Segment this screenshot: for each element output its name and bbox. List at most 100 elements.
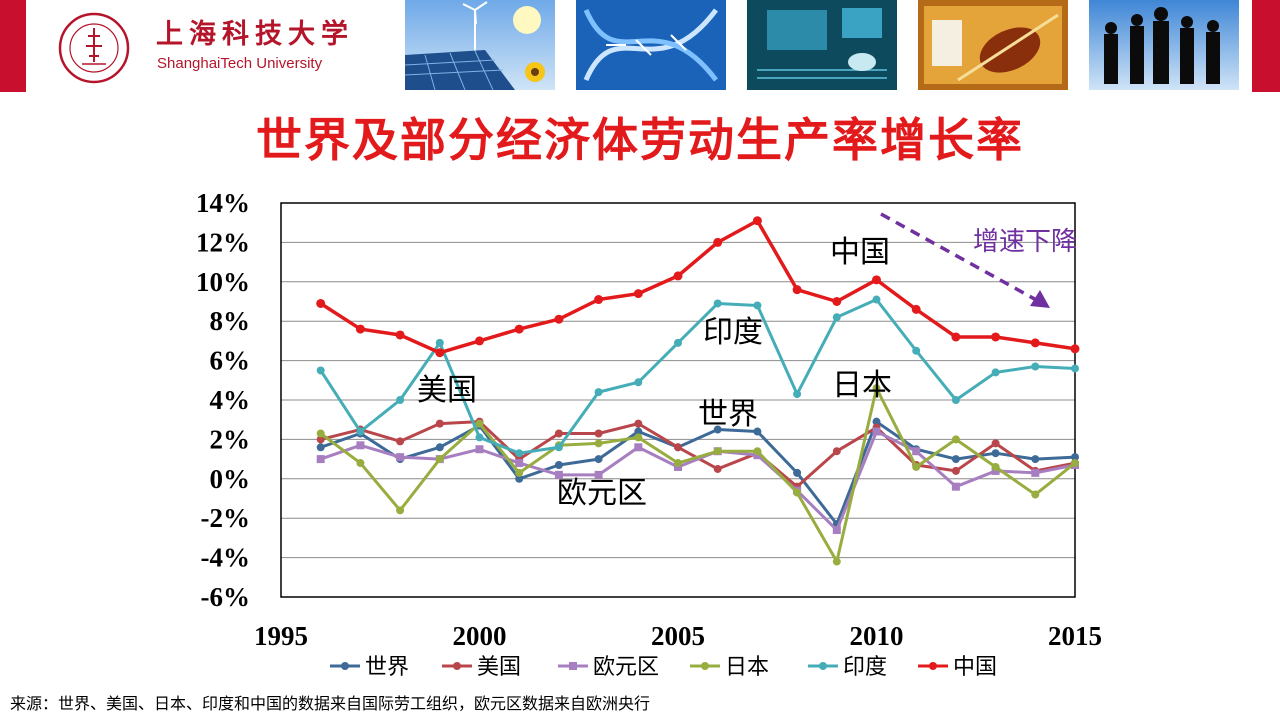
annotation-label: 中国	[830, 235, 890, 270]
data-point	[951, 396, 960, 404]
source-note: 来源：世界、美国、日本、印度和中国的数据来自国际劳工组织，欧元区数据来自欧洲央行	[10, 694, 651, 713]
legend-label: 中国	[953, 655, 997, 680]
data-point	[832, 557, 841, 566]
productivity-growth-chart: -6% -4% -2% 0% 2% 4% 6% 8% 10% 12% 14% 1995 2000 2005…	[196, 188, 1102, 680]
data-point	[355, 324, 365, 334]
header-right-accent	[1252, 0, 1280, 92]
data-point	[356, 459, 365, 468]
legend-marker	[453, 662, 461, 670]
series-日本	[316, 384, 1079, 566]
trend-arrowhead-icon	[1030, 290, 1050, 308]
data-point	[594, 455, 603, 464]
data-point	[435, 455, 444, 464]
data-point	[634, 427, 643, 436]
data-point	[515, 474, 524, 483]
series-line	[320, 430, 1076, 532]
x-tick-label: 2000	[453, 621, 507, 651]
data-point	[753, 447, 762, 456]
y-tick-label: 8%	[210, 306, 251, 336]
series-line	[319, 386, 1076, 564]
y-tick-label: 10%	[196, 267, 250, 297]
data-point	[872, 384, 881, 393]
data-point	[1071, 453, 1079, 462]
legend-label: 世界	[365, 655, 409, 680]
data-point	[594, 429, 603, 438]
data-point	[832, 313, 841, 322]
legend-label: 日本	[725, 655, 769, 680]
legend-marker	[701, 662, 709, 670]
trend-arrow-line	[880, 212, 1041, 304]
series-line	[319, 298, 1076, 455]
annotation-label: 欧元区	[557, 476, 647, 511]
header-left-accent	[0, 0, 26, 92]
data-point	[991, 439, 1000, 448]
y-tick-label: 6%	[210, 346, 251, 376]
data-point	[674, 338, 682, 347]
data-point	[514, 324, 524, 334]
data-point	[793, 468, 802, 477]
annotation-label: 美国	[417, 373, 477, 408]
data-point	[872, 417, 881, 426]
data-point	[554, 314, 564, 324]
data-point	[475, 336, 484, 346]
plot-frame	[280, 202, 1076, 598]
data-point	[912, 447, 921, 456]
banner-wind-solar-image	[405, 0, 555, 90]
data-point	[316, 455, 325, 464]
data-point	[1031, 490, 1040, 499]
banner-dna-image	[576, 0, 726, 90]
x-tick-label: 2005	[651, 621, 705, 651]
data-point	[554, 461, 563, 470]
university-name-en: ShanghaiTech University	[157, 55, 323, 72]
data-point	[832, 297, 842, 306]
data-point	[435, 419, 444, 428]
data-point	[634, 419, 643, 428]
annotation-label: 增速下降	[973, 227, 1077, 257]
data-point	[1071, 459, 1079, 468]
data-point	[752, 216, 762, 226]
x-tick-label: 2015	[1048, 621, 1102, 651]
data-point	[991, 368, 1000, 377]
data-point	[912, 462, 921, 471]
data-point	[594, 439, 603, 448]
data-point	[396, 453, 405, 462]
data-point	[1071, 364, 1079, 373]
data-point	[832, 526, 841, 535]
series-line	[320, 420, 1076, 526]
data-point	[713, 447, 722, 456]
data-point	[713, 299, 722, 308]
data-point	[991, 332, 1001, 342]
data-point	[594, 470, 603, 479]
banner-technology-image	[747, 0, 897, 90]
y-tick-label: 4%	[210, 385, 251, 415]
data-point	[633, 289, 643, 299]
data-point	[951, 466, 960, 475]
data-point	[951, 482, 960, 491]
x-tick-label: 2010	[850, 621, 904, 651]
data-point	[435, 338, 444, 347]
data-point	[713, 425, 722, 434]
data-point	[951, 332, 961, 342]
legend-marker	[569, 662, 577, 670]
data-point	[435, 443, 444, 452]
data-point	[1031, 468, 1040, 477]
data-point	[753, 301, 762, 310]
banner-music-art-image	[918, 0, 1068, 90]
series-中国	[316, 216, 1080, 358]
data-point	[634, 433, 643, 442]
series-line	[319, 218, 1076, 355]
data-point	[793, 488, 802, 497]
legend-label: 欧元区	[593, 655, 659, 680]
slide-title: 世界及部分经济体劳动生产率增长率	[256, 113, 1024, 167]
university-seal-icon	[58, 12, 130, 84]
y-tick-label: -2%	[201, 503, 251, 533]
annotation-label: 印度	[703, 315, 763, 350]
data-point	[1031, 362, 1040, 371]
data-point	[554, 429, 563, 438]
data-point	[991, 462, 1000, 471]
data-point	[594, 295, 604, 305]
legend-marker	[341, 662, 349, 670]
data-point	[475, 445, 484, 454]
data-point	[872, 275, 881, 285]
annotation-label: 世界	[698, 397, 758, 432]
